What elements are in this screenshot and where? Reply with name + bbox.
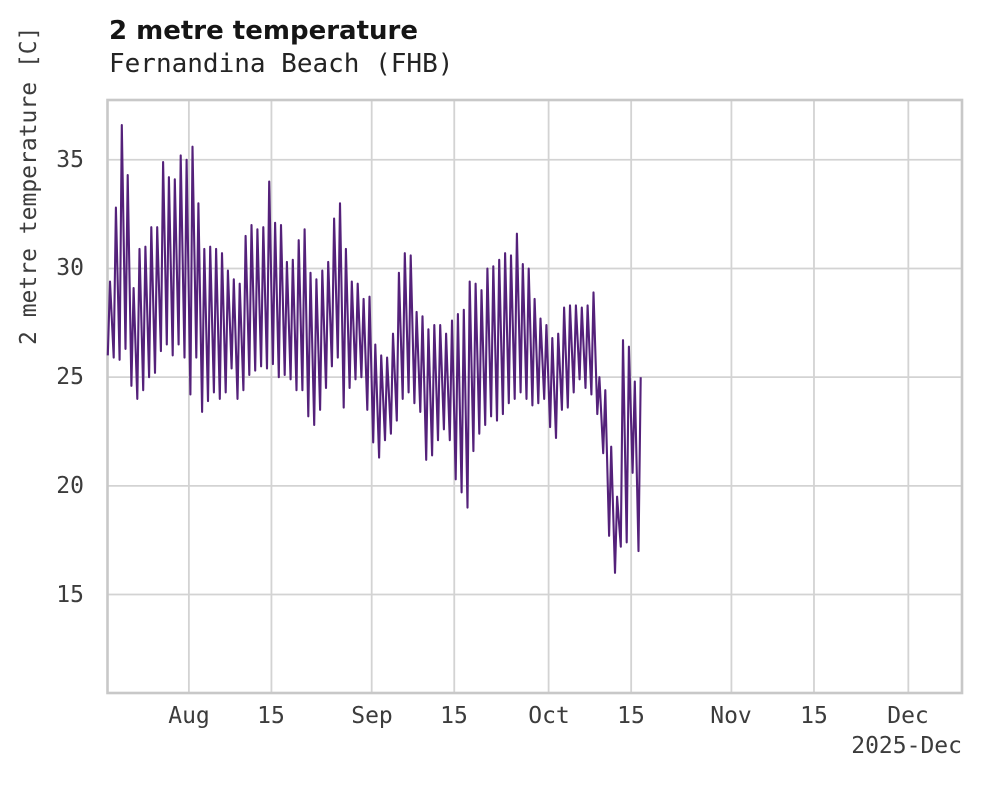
x-tick-label-aug: Aug	[168, 703, 210, 729]
x-tick-label-dec: Dec	[887, 703, 929, 729]
x-tick-label-sep: Sep	[351, 703, 393, 729]
y-tick-label-20: 20	[56, 473, 84, 499]
x-tick-label-aug15: 15	[257, 703, 285, 729]
temperature-series	[106, 123, 642, 574]
x-tick-label-oct15: 15	[617, 703, 645, 729]
temperature-series-line	[106, 123, 642, 574]
y-tick-label-30: 30	[56, 255, 84, 281]
plot-border	[106, 98, 964, 695]
grid-lines	[107, 100, 962, 693]
x-tick-label-oct: Oct	[528, 703, 570, 729]
page-subtitle: Fernandina Beach (FHB)	[109, 49, 454, 79]
y-tick-label-15: 15	[56, 582, 84, 608]
x-axis-end-label: 2025-Dec	[851, 733, 962, 759]
x-tick-label-nov15: 15	[800, 703, 828, 729]
y-tick-label-25: 25	[56, 364, 84, 390]
x-tick-label-sep15: 15	[440, 703, 468, 729]
page-title: 2 metre temperature	[109, 16, 418, 46]
y-tick-label-35: 35	[56, 147, 84, 173]
x-tick-label-nov: Nov	[710, 703, 752, 729]
